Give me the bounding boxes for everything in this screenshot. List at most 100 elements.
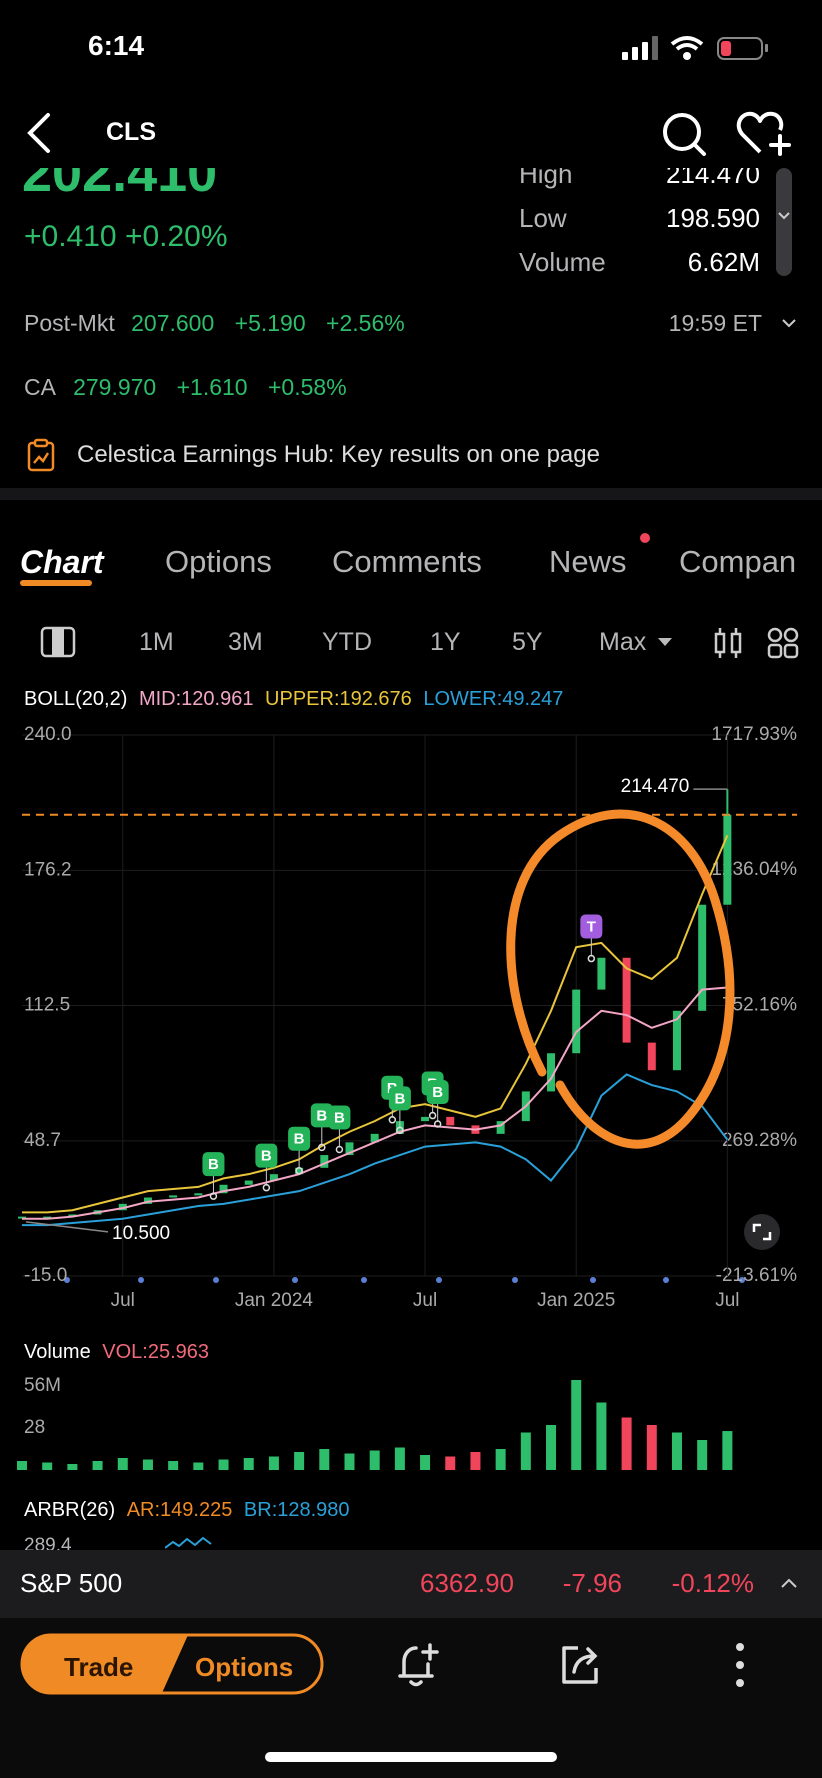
candle	[446, 1116, 455, 1126]
candle	[672, 1010, 681, 1071]
share-button[interactable]	[558, 1642, 604, 1688]
search-button[interactable]	[660, 110, 708, 158]
watchlist-button[interactable]	[736, 110, 794, 158]
high-label: 214.470	[621, 776, 690, 797]
x-tick-label: Jan 2024	[235, 1290, 314, 1311]
volume-bar	[168, 1461, 179, 1470]
volume-bar	[697, 1440, 708, 1470]
volume-bar	[671, 1432, 682, 1470]
candle	[18, 1216, 26, 1219]
candle	[68, 1214, 77, 1217]
candle	[43, 1216, 52, 1219]
candle	[597, 957, 606, 990]
trade-options-buttons[interactable]	[20, 1633, 324, 1697]
candle	[269, 1174, 278, 1181]
marker	[426, 1080, 449, 1105]
annotation-circle	[506, 809, 735, 1149]
marker-label: B	[261, 1148, 272, 1165]
marker-label: B	[334, 1109, 345, 1126]
marker-label: B	[316, 1107, 327, 1124]
header: 6:14 CLS	[0, 0, 822, 168]
y-tick-label: -15.0	[24, 1265, 67, 1286]
candle	[698, 904, 707, 1011]
candle	[219, 1184, 228, 1194]
volume-bar	[294, 1452, 305, 1470]
volume-bar	[193, 1462, 204, 1470]
candle	[572, 989, 581, 1054]
alert-button[interactable]	[396, 1642, 442, 1688]
bottom-bar: Trade Options	[0, 1618, 822, 1778]
x-tick-label: Jul	[715, 1290, 739, 1311]
marker-label: B	[294, 1131, 305, 1148]
volume-bar	[344, 1453, 355, 1470]
volume-bar	[243, 1458, 254, 1470]
status-icons	[622, 36, 768, 60]
candle	[421, 1116, 430, 1122]
marker-dot	[262, 1183, 271, 1192]
trade-button[interactable]: Trade	[64, 1652, 134, 1682]
volume-bar	[67, 1464, 78, 1470]
symbol: CLS	[106, 118, 156, 146]
marker	[580, 914, 603, 939]
volume-bar	[420, 1455, 431, 1470]
index-bar[interactable]: S&P 500 6362.90 -7.96 -0.12%	[0, 1550, 822, 1618]
candle	[169, 1195, 178, 1198]
volume-bar	[722, 1431, 733, 1470]
x-tick-label: Jul	[111, 1290, 135, 1311]
x-tick-label: Jul	[413, 1290, 437, 1311]
low-label: 10.500	[112, 1223, 170, 1244]
candle	[320, 1155, 329, 1168]
volume-bar	[142, 1459, 153, 1470]
volume-bar	[117, 1458, 128, 1470]
marker-dot	[396, 1126, 404, 1135]
index-change: -7.96	[562, 1568, 622, 1598]
volume-bar	[42, 1462, 53, 1470]
marker-dot	[587, 954, 596, 963]
candle	[622, 957, 631, 1043]
volume-bar	[268, 1456, 279, 1470]
marker-label: T	[587, 919, 596, 936]
volume-bar	[369, 1450, 380, 1470]
candle	[370, 1133, 379, 1143]
volume-bar	[546, 1425, 557, 1470]
marker-label: B	[394, 1090, 405, 1107]
volume-bar	[621, 1417, 632, 1470]
event-dots	[64, 1277, 745, 1283]
options-button[interactable]: Options	[195, 1652, 294, 1682]
volume-bar	[571, 1380, 582, 1470]
expand-button[interactable]	[744, 1214, 780, 1250]
candle	[295, 1167, 304, 1175]
candle	[547, 1053, 556, 1092]
marker-dot	[388, 1116, 397, 1124]
candle	[345, 1142, 354, 1156]
y-tick-label: 240.0	[24, 724, 72, 745]
y2-tick-label: 1236.04%	[711, 859, 797, 880]
marker	[388, 1086, 411, 1111]
volume-bar	[445, 1456, 456, 1470]
volume-bar	[495, 1449, 506, 1470]
marker	[288, 1126, 311, 1151]
marker	[328, 1105, 351, 1130]
home-indicator	[265, 1752, 557, 1762]
y-tick-label: 176.2	[24, 859, 72, 880]
back-button[interactable]	[24, 112, 54, 154]
marker-dot	[433, 1120, 442, 1128]
marker	[310, 1103, 333, 1128]
volume-bar	[92, 1461, 103, 1470]
low-leader	[25, 1221, 109, 1233]
chevron-up[interactable]	[780, 1576, 798, 1590]
volume-tick-label: 56M	[24, 1375, 61, 1396]
y2-tick-label: 269.28%	[722, 1130, 797, 1151]
candle	[496, 1121, 505, 1134]
marker-dot	[209, 1192, 218, 1200]
boll-line	[22, 986, 728, 1220]
boll-line	[22, 835, 729, 1214]
marker-dot	[318, 1143, 326, 1152]
marker	[255, 1143, 278, 1168]
more-button[interactable]	[732, 1640, 748, 1690]
candle	[647, 1042, 656, 1071]
index-pct: -0.12%	[671, 1568, 754, 1598]
clock: 6:14	[88, 30, 145, 61]
